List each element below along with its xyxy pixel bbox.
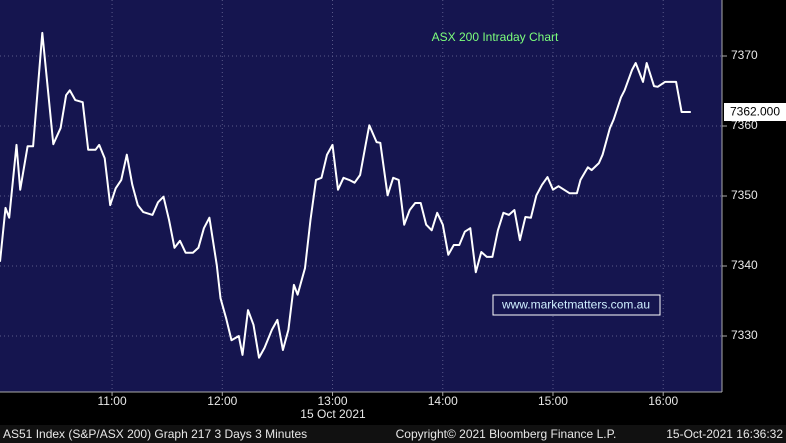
y-tick-label: 7340 [731, 258, 758, 272]
grid [0, 0, 722, 392]
y-tick-label: 7350 [731, 188, 758, 202]
x-tick-label: 11:00 [97, 394, 126, 408]
last-price-label: 7362.000 [730, 105, 780, 119]
footer-bar [0, 425, 786, 443]
x-tick-label: 15:00 [538, 394, 568, 408]
y-tick-label: 7330 [731, 328, 758, 342]
footer-info: AS51 Index (S&P/ASX 200) Graph 217 3 Day… [3, 427, 307, 441]
last-price-tag [724, 103, 786, 121]
footer-copyright: Copyright© 2021 Bloomberg Finance L.P. [396, 427, 617, 441]
x-tick-label: 13:00 [318, 394, 348, 408]
price-line [0, 31, 691, 359]
x-sublabel: 15 Oct 2021 [300, 407, 366, 421]
marks [0, 31, 691, 359]
annotation: www.marketmatters.com.au [501, 298, 650, 312]
x-tick-label: 14:00 [428, 394, 458, 408]
x-tick-label: 12:00 [207, 394, 237, 408]
x-tick-label: 16:00 [648, 394, 678, 408]
chart-title: ASX 200 Intraday Chart [432, 30, 559, 44]
y-tick-label: 7370 [731, 48, 758, 62]
footer-timestamp: 15-Oct-2021 16:36:32 [666, 427, 783, 441]
annotation-box [492, 294, 661, 316]
y-tick-label: 7360 [731, 118, 758, 132]
